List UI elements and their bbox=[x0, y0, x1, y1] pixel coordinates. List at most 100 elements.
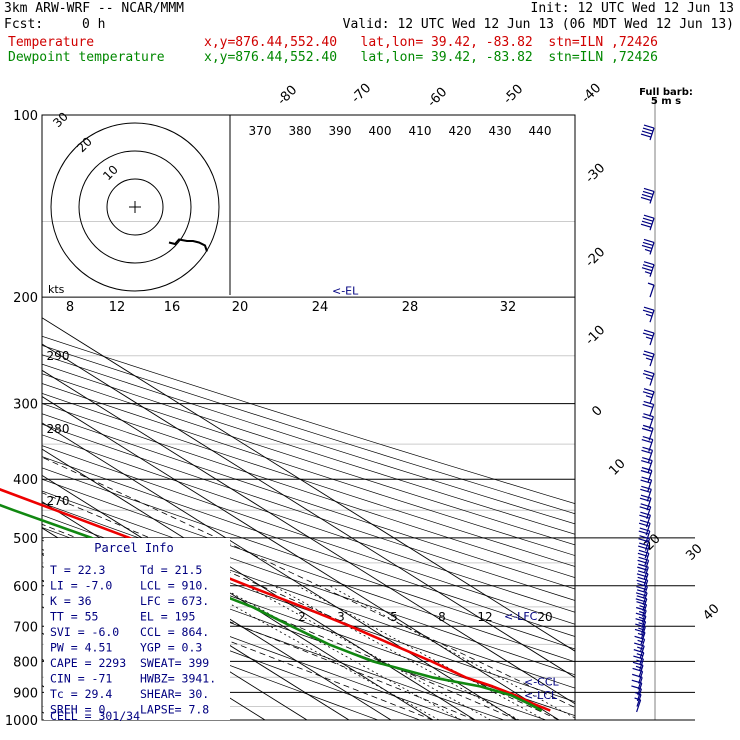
wind-barb-flag bbox=[643, 329, 655, 334]
wind-barb-flag bbox=[643, 306, 655, 311]
parcel-info-value: LFC = 673. bbox=[140, 594, 209, 608]
wind-barb-flag bbox=[636, 595, 647, 600]
wind-barb-flag bbox=[636, 606, 647, 612]
wind-barb-staff bbox=[646, 489, 652, 502]
hodograph-ring-label: 30 bbox=[50, 109, 71, 130]
wind-barb-flag bbox=[642, 446, 653, 451]
wind-barb-flag bbox=[631, 685, 642, 690]
wind-barb-flag bbox=[640, 469, 652, 475]
valid-time: Valid: 12 UTC Wed 12 Jun 13 (06 MDT Wed … bbox=[342, 17, 734, 32]
wind-barb-flag bbox=[642, 457, 653, 462]
wind-barb-flag bbox=[637, 552, 649, 557]
level-annotation: <-EL bbox=[332, 284, 359, 297]
isotherm-line bbox=[0, 115, 13, 720]
isotherm-tick-label: 10 bbox=[606, 456, 628, 478]
parcel-info-value: HWBZ= 3941. bbox=[140, 672, 216, 686]
parcel-info-value: EL = 195 bbox=[140, 610, 195, 624]
wind-barb-flag bbox=[635, 598, 646, 603]
wind-barb-flag bbox=[636, 579, 647, 584]
wind-barb-flag bbox=[641, 485, 652, 490]
isotherm-tick-label: -40 bbox=[579, 81, 605, 107]
mixing-ratio-line bbox=[197, 585, 440, 720]
moist-adiabat-line bbox=[42, 548, 476, 720]
wind-barb-staff bbox=[649, 404, 655, 417]
wind-barb-flag bbox=[636, 589, 648, 594]
speed-scale-label: 16 bbox=[164, 300, 181, 315]
isotherm-tick-label: 0 bbox=[589, 403, 605, 419]
wind-barb-flag bbox=[639, 610, 646, 615]
wind-barb-flag bbox=[637, 639, 644, 643]
wind-barb-flag bbox=[638, 556, 649, 561]
model-title: 3km ARW-WRF -- NCAR/MMM bbox=[4, 1, 185, 16]
wind-barb-flag bbox=[643, 350, 655, 355]
isotherm-tick-label: 40 bbox=[700, 601, 722, 623]
wind-barb-staff bbox=[647, 470, 653, 483]
wind-barb-flag bbox=[635, 623, 646, 628]
parcel-info-value: SREH = 0 bbox=[50, 703, 105, 717]
forecast-label: Fcst: bbox=[4, 17, 44, 32]
isotherm-tick-label: 30 bbox=[683, 541, 705, 563]
wind-barb-flag bbox=[638, 616, 646, 620]
wind-barb-flag bbox=[636, 573, 648, 578]
dry-adiabat-line bbox=[42, 393, 575, 567]
level-annotation: <-LFC bbox=[504, 610, 538, 623]
wind-barb-flag bbox=[634, 642, 645, 647]
hodograph-units: kts bbox=[48, 283, 65, 296]
wind-barb-flag bbox=[634, 628, 646, 633]
level-annotations: <-EL <-LFC <-CCL<-LCL bbox=[332, 284, 560, 702]
pressure-tick-label: 100 bbox=[13, 109, 38, 124]
wind-barb-flag bbox=[635, 618, 646, 623]
dry-adiabat-line bbox=[42, 467, 575, 650]
temperature-legend-label: Temperature bbox=[8, 35, 95, 50]
speed-scale-label: 28 bbox=[402, 300, 419, 315]
dry-adiabat-line bbox=[42, 478, 575, 663]
wind-barb-staff bbox=[646, 498, 652, 511]
wind-barb-flag bbox=[645, 357, 653, 361]
wind-barb-flag bbox=[638, 622, 645, 626]
hodograph-ring-label: 10 bbox=[100, 162, 121, 183]
pressure-tick-label: 200 bbox=[13, 291, 38, 306]
theta-tick-label: 290 bbox=[47, 349, 70, 363]
mixing-ratio-line bbox=[218, 585, 462, 720]
pressure-tick-label: 400 bbox=[13, 473, 38, 488]
theta-tick-label: 270 bbox=[47, 494, 70, 508]
wind-barb-flag bbox=[638, 563, 649, 568]
wind-barb-flag bbox=[641, 267, 653, 272]
wind-barb-staff bbox=[649, 284, 655, 298]
wind-barb-flag bbox=[636, 601, 647, 606]
wind-barb-staff bbox=[640, 626, 646, 640]
wind-barb-flag bbox=[638, 530, 649, 535]
dry-adiabat-line bbox=[42, 335, 575, 505]
theta-tick-label: 370 bbox=[249, 124, 272, 138]
isotherm-line bbox=[42, 369, 575, 705]
wind-barb-flag bbox=[638, 627, 645, 631]
parcel-info-value: CCL = 864. bbox=[140, 625, 209, 639]
wind-barb-flag bbox=[642, 127, 654, 132]
isotherm-tick-label: -50 bbox=[501, 82, 527, 108]
wind-barb-flag bbox=[631, 679, 642, 684]
wind-barb-flag bbox=[641, 220, 653, 225]
wind-barb-flag bbox=[641, 193, 653, 198]
mixing-ratio-label: 12 bbox=[477, 610, 492, 624]
wind-barb-flag bbox=[640, 511, 651, 516]
parcel-info-value: LCL = 910. bbox=[140, 579, 209, 593]
wind-barb-flag bbox=[641, 460, 652, 465]
wind-barb-flag bbox=[635, 612, 647, 617]
dewpoint-location: x,y=876.44,552.40 lat,lon= 39.42, -83.82… bbox=[204, 50, 658, 65]
moist-adiabat-line bbox=[42, 456, 575, 708]
wind-barb-flag bbox=[633, 655, 644, 660]
speed-scale-label: 32 bbox=[500, 300, 517, 315]
theta-tick-label: 390 bbox=[329, 124, 352, 138]
wind-barb-flag bbox=[642, 332, 654, 337]
wind-barb-flag bbox=[642, 403, 653, 409]
dry-adiabat-line bbox=[42, 445, 575, 625]
hodograph-ring bbox=[78, 150, 192, 264]
wind-barb-flag bbox=[640, 488, 651, 493]
speed-scale-label: 20 bbox=[232, 300, 249, 315]
wind-barb-flag bbox=[639, 527, 650, 532]
wind-barb-flag bbox=[637, 559, 648, 564]
mixing-ratio-line bbox=[273, 585, 520, 720]
pressure-tick-label: 1000 bbox=[5, 714, 38, 729]
wind-barb-flag bbox=[642, 264, 654, 269]
wind-barb-flag bbox=[641, 427, 653, 432]
